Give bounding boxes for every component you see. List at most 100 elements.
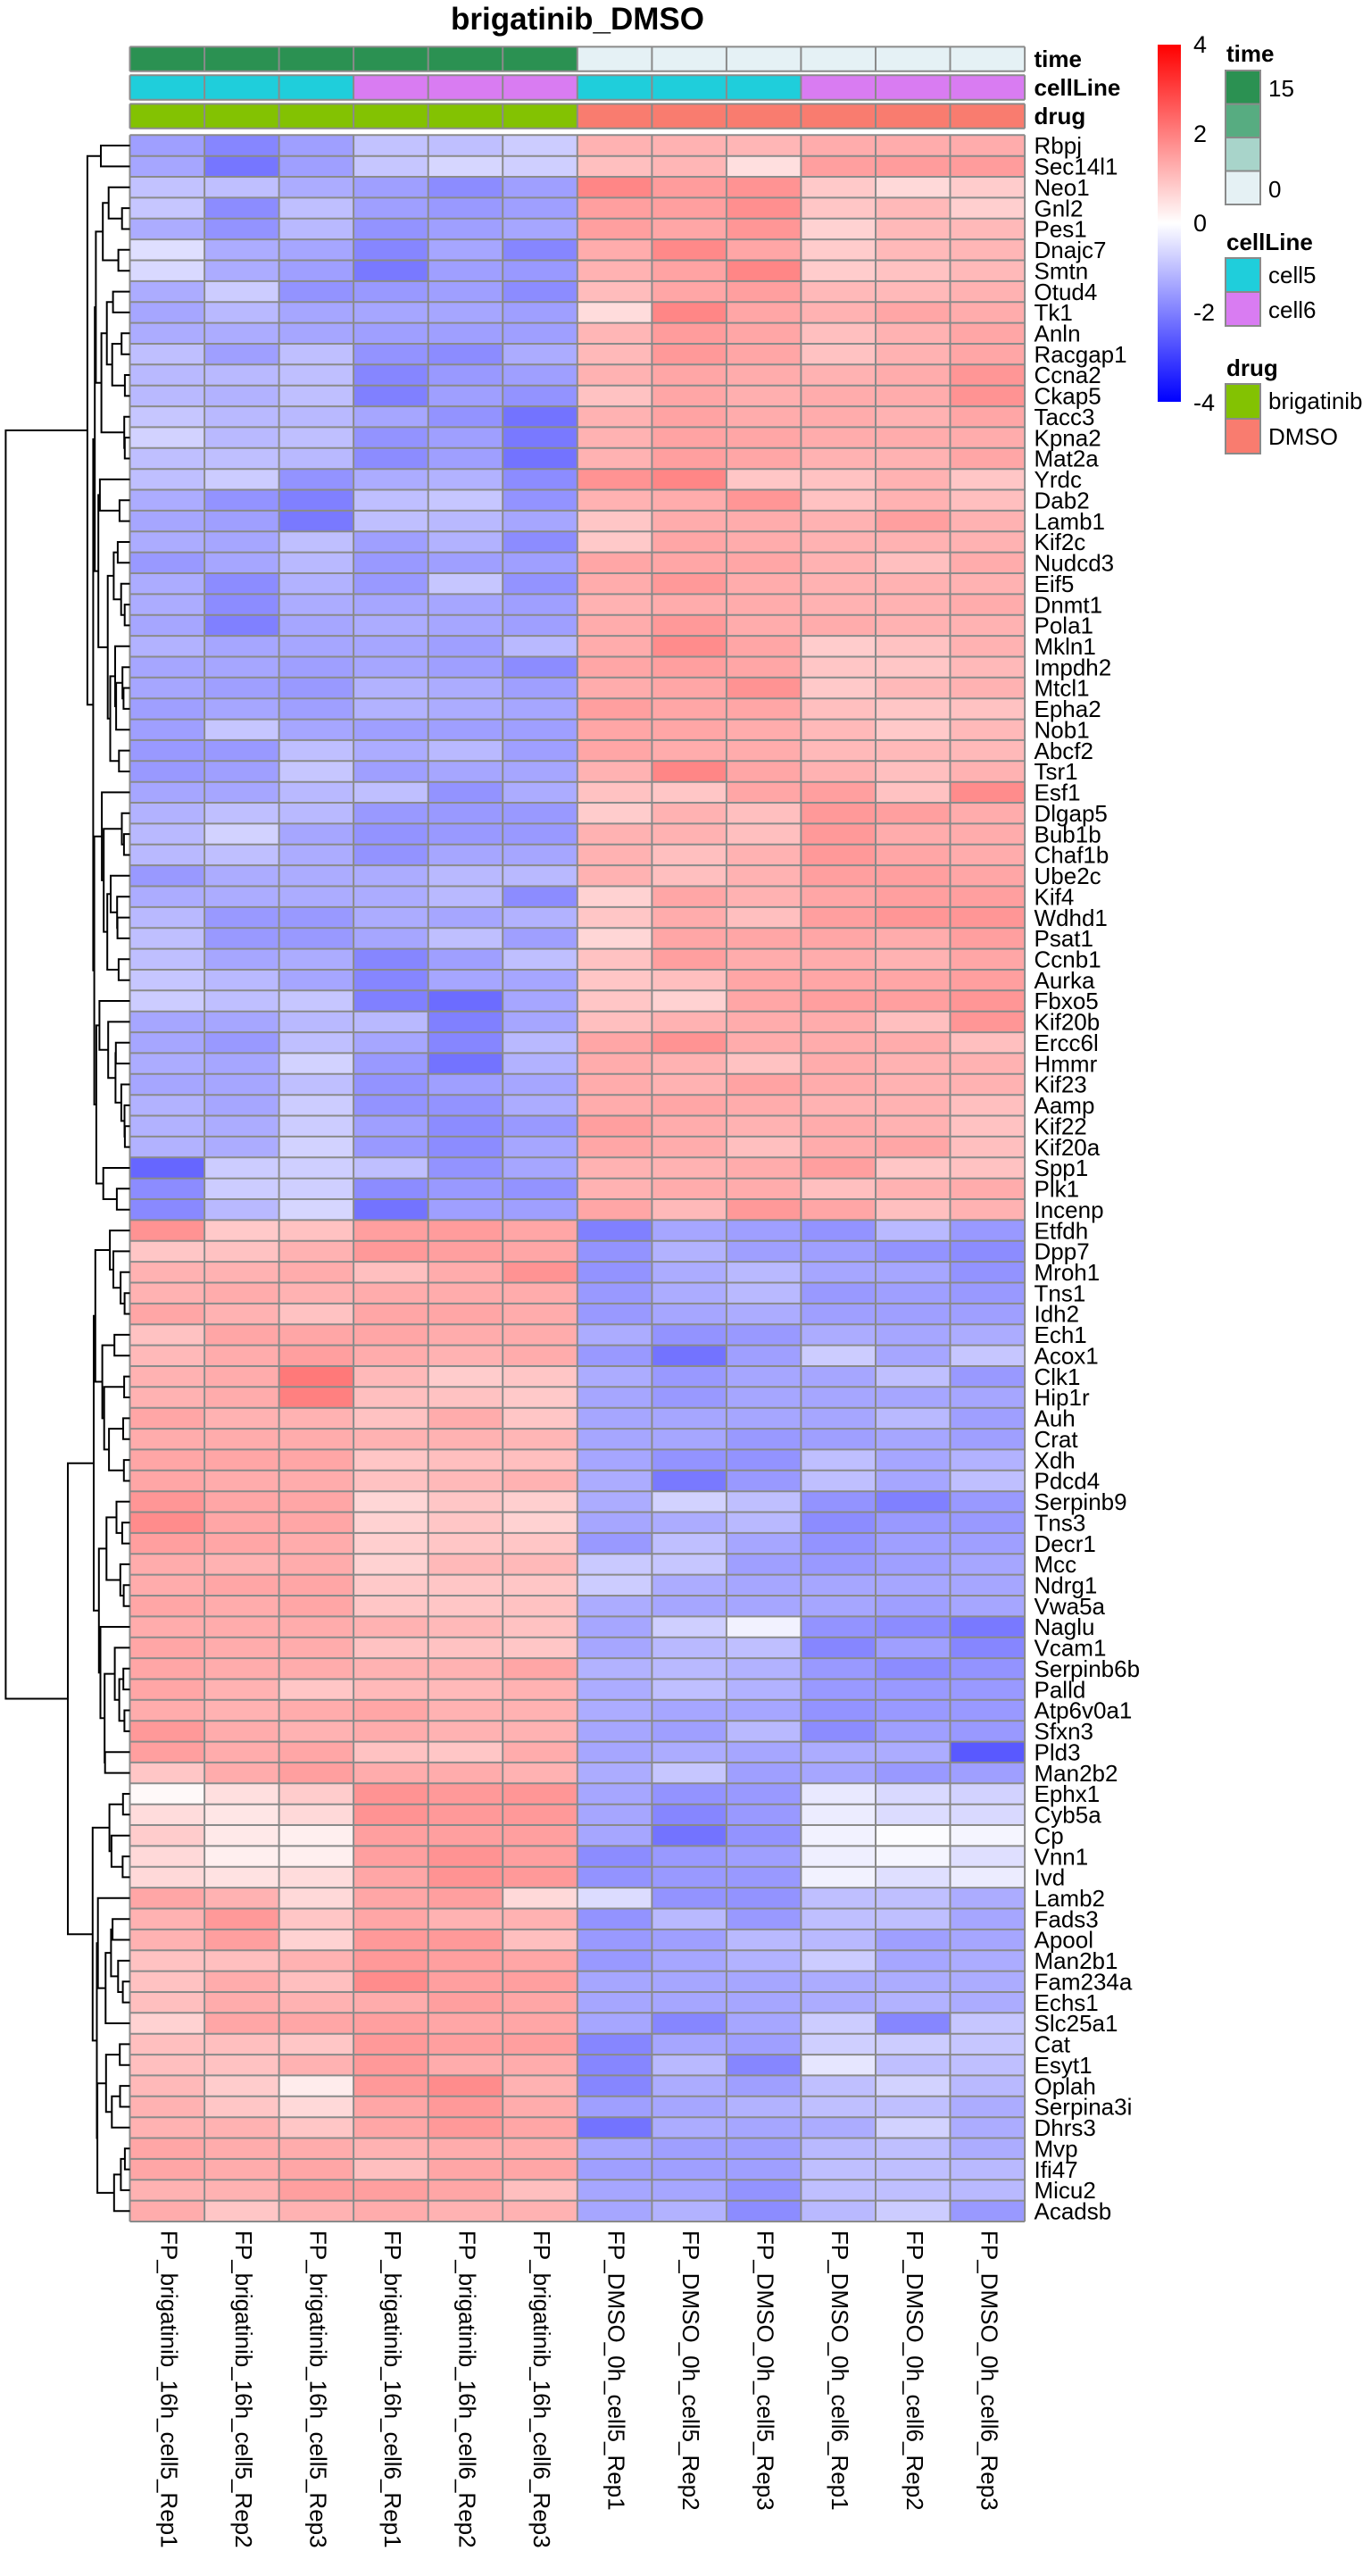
svg-text:Gnl2: Gnl2 <box>1034 195 1084 221</box>
svg-text:Man2b2: Man2b2 <box>1034 1760 1118 1787</box>
svg-text:Psat1: Psat1 <box>1034 925 1094 952</box>
svg-text:Acox1: Acox1 <box>1034 1343 1099 1370</box>
svg-text:Kif20b: Kif20b <box>1034 1009 1101 1036</box>
svg-text:Pdcd4: Pdcd4 <box>1034 1468 1101 1495</box>
svg-text:Dnmt1: Dnmt1 <box>1034 591 1103 618</box>
svg-text:Sec14l1: Sec14l1 <box>1034 154 1118 180</box>
svg-text:Hmmr: Hmmr <box>1034 1050 1098 1077</box>
svg-text:Abcf2: Abcf2 <box>1034 738 1094 764</box>
svg-text:Acadsb: Acadsb <box>1034 2198 1112 2225</box>
svg-text:Vnn1: Vnn1 <box>1034 1843 1089 1870</box>
svg-text:4: 4 <box>1193 31 1207 58</box>
svg-text:FP_DMSO_0h_cell6_Rep1: FP_DMSO_0h_cell6_Rep1 <box>827 2230 853 2511</box>
svg-text:FP_brigatinib_16h_cell5_Rep1: FP_brigatinib_16h_cell5_Rep1 <box>155 2230 182 2548</box>
svg-text:drug: drug <box>1034 103 1086 129</box>
svg-text:Kpna2: Kpna2 <box>1034 424 1101 451</box>
svg-text:cell5: cell5 <box>1268 262 1316 288</box>
svg-text:Kif20a: Kif20a <box>1034 1134 1101 1161</box>
svg-text:Dhrs3: Dhrs3 <box>1034 2114 1096 2141</box>
svg-text:Aamp: Aamp <box>1034 1092 1095 1119</box>
svg-text:Nob1: Nob1 <box>1034 717 1090 744</box>
svg-text:cell6: cell6 <box>1268 296 1316 323</box>
svg-text:Lamb2: Lamb2 <box>1034 1885 1106 1912</box>
svg-text:Smtn: Smtn <box>1034 257 1089 284</box>
svg-text:FP_DMSO_0h_cell5_Rep2: FP_DMSO_0h_cell5_Rep2 <box>677 2230 704 2511</box>
svg-text:Tns1: Tns1 <box>1034 1280 1086 1306</box>
svg-text:drug: drug <box>1226 354 1278 381</box>
svg-text:Plk1: Plk1 <box>1034 1176 1080 1203</box>
svg-text:Cyb5a: Cyb5a <box>1034 1802 1102 1829</box>
svg-text:DMSO: DMSO <box>1268 423 1338 450</box>
svg-text:Serpinb6b: Serpinb6b <box>1034 1655 1141 1682</box>
svg-text:2: 2 <box>1193 121 1207 147</box>
svg-text:Impdh2: Impdh2 <box>1034 654 1112 680</box>
svg-text:cellLine: cellLine <box>1034 74 1121 101</box>
svg-text:Ccna2: Ccna2 <box>1034 362 1101 388</box>
svg-text:FP_DMSO_0h_cell5_Rep1: FP_DMSO_0h_cell5_Rep1 <box>603 2230 630 2511</box>
svg-text:Chaf1b: Chaf1b <box>1034 842 1109 869</box>
svg-text:Apool: Apool <box>1034 1927 1094 1954</box>
svg-text:Dnajc7: Dnajc7 <box>1034 237 1107 263</box>
svg-text:Clk1: Clk1 <box>1034 1363 1081 1390</box>
svg-text:-2: -2 <box>1193 299 1215 326</box>
svg-text:Otud4: Otud4 <box>1034 279 1098 305</box>
svg-text:Mkln1: Mkln1 <box>1034 633 1096 660</box>
svg-text:Mat2a: Mat2a <box>1034 446 1100 472</box>
svg-text:Epha2: Epha2 <box>1034 696 1101 722</box>
svg-text:Ccnb1: Ccnb1 <box>1034 946 1101 973</box>
svg-text:FP_DMSO_0h_cell6_Rep3: FP_DMSO_0h_cell6_Rep3 <box>976 2230 1002 2511</box>
svg-text:Sfxn3: Sfxn3 <box>1034 1718 1094 1745</box>
svg-text:Slc25a1: Slc25a1 <box>1034 2010 1118 2037</box>
svg-text:Crat: Crat <box>1034 1426 1079 1453</box>
svg-text:Fads3: Fads3 <box>1034 1905 1099 1932</box>
svg-text:Dpp7: Dpp7 <box>1034 1238 1090 1265</box>
svg-text:Yrdc: Yrdc <box>1034 466 1082 493</box>
svg-text:15: 15 <box>1268 75 1294 102</box>
svg-text:FP_brigatinib_16h_cell6_Rep3: FP_brigatinib_16h_cell6_Rep3 <box>528 2230 555 2548</box>
svg-text:Spp1: Spp1 <box>1034 1155 1089 1181</box>
svg-text:Cat: Cat <box>1034 2031 1071 2058</box>
svg-text:Mcc: Mcc <box>1034 1551 1077 1578</box>
svg-text:Vwa5a: Vwa5a <box>1034 1593 1106 1620</box>
svg-text:Esf1: Esf1 <box>1034 779 1081 806</box>
svg-text:Tsr1: Tsr1 <box>1034 758 1078 785</box>
svg-text:Pola1: Pola1 <box>1034 613 1094 639</box>
svg-text:FP_DMSO_0h_cell5_Rep3: FP_DMSO_0h_cell5_Rep3 <box>752 2230 779 2511</box>
svg-text:Etfdh: Etfdh <box>1034 1217 1089 1244</box>
svg-text:Rbpj: Rbpj <box>1034 132 1082 159</box>
svg-text:Wdhd1: Wdhd1 <box>1034 905 1108 931</box>
svg-text:FP_DMSO_0h_cell6_Rep2: FP_DMSO_0h_cell6_Rep2 <box>902 2230 928 2511</box>
svg-text:Kif2c: Kif2c <box>1034 529 1086 555</box>
svg-text:Auh: Auh <box>1034 1405 1076 1432</box>
svg-text:Oplah: Oplah <box>1034 2072 1096 2099</box>
svg-text:Xdh: Xdh <box>1034 1446 1076 1473</box>
svg-text:Dlgap5: Dlgap5 <box>1034 800 1108 827</box>
svg-text:Incenp: Incenp <box>1034 1196 1104 1223</box>
svg-text:Echs1: Echs1 <box>1034 1989 1099 2016</box>
svg-text:Mvp: Mvp <box>1034 2135 1078 2162</box>
svg-text:Fbxo5: Fbxo5 <box>1034 988 1099 1014</box>
svg-text:Bub1b: Bub1b <box>1034 821 1101 847</box>
svg-text:Idh2: Idh2 <box>1034 1301 1080 1328</box>
svg-text:0: 0 <box>1268 176 1281 203</box>
svg-text:Neo1: Neo1 <box>1034 174 1090 201</box>
svg-text:Anln: Anln <box>1034 321 1081 347</box>
svg-text:time: time <box>1226 40 1274 67</box>
svg-text:-4: -4 <box>1193 389 1215 416</box>
svg-text:brigatinib_DMSO: brigatinib_DMSO <box>451 2 704 37</box>
svg-text:Hip1r: Hip1r <box>1034 1384 1090 1411</box>
svg-text:Dab2: Dab2 <box>1034 487 1090 513</box>
svg-text:Pes1: Pes1 <box>1034 216 1087 243</box>
svg-text:Man2b1: Man2b1 <box>1034 1947 1118 1974</box>
svg-text:Pld3: Pld3 <box>1034 1738 1081 1765</box>
svg-text:Ercc6l: Ercc6l <box>1034 1030 1099 1056</box>
svg-text:Kif23: Kif23 <box>1034 1071 1087 1098</box>
svg-text:Mroh1: Mroh1 <box>1034 1259 1101 1286</box>
svg-text:Atp6v0a1: Atp6v0a1 <box>1034 1697 1133 1724</box>
svg-text:Ech1: Ech1 <box>1034 1321 1087 1348</box>
svg-text:Ndrg1: Ndrg1 <box>1034 1572 1098 1599</box>
svg-text:FP_brigatinib_16h_cell5_Rep3: FP_brigatinib_16h_cell5_Rep3 <box>304 2230 331 2548</box>
svg-text:Racgap1: Racgap1 <box>1034 341 1127 368</box>
svg-text:Tacc3: Tacc3 <box>1034 404 1095 430</box>
svg-text:Ckap5: Ckap5 <box>1034 383 1101 410</box>
